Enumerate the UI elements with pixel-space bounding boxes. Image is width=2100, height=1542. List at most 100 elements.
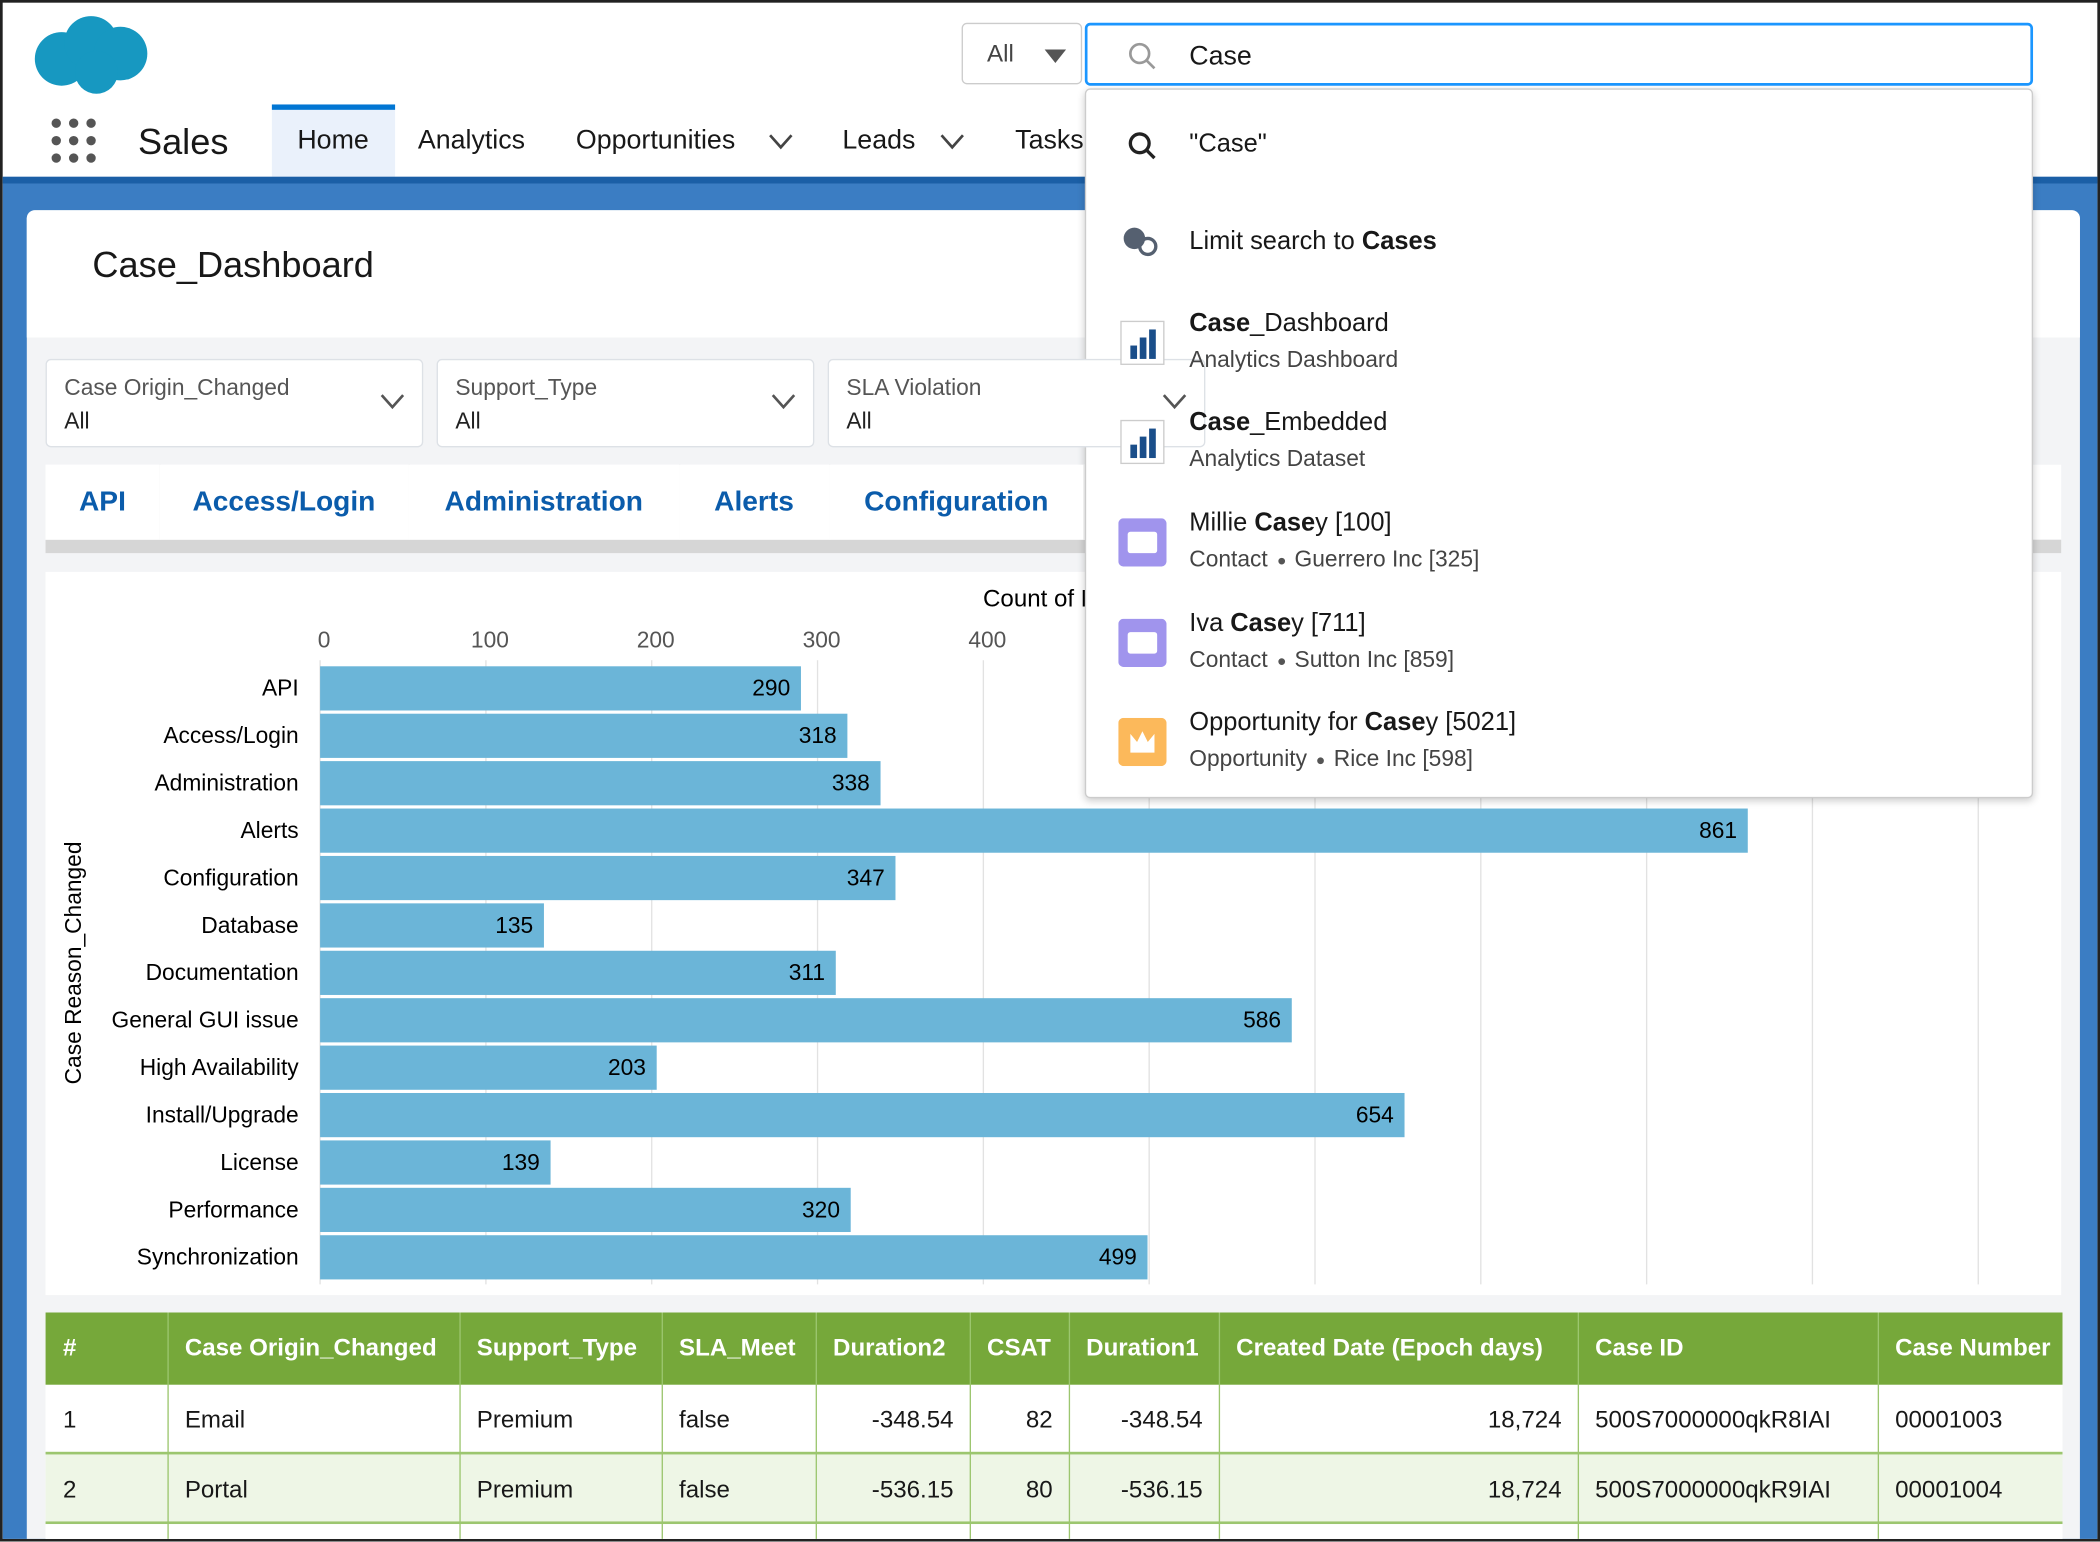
result-title[interactable]: Opportunity for Casey [5021] [1189,708,1516,737]
filter-value: All [455,408,481,434]
glyph [1127,531,1158,554]
result-title[interactable]: "Case" [1189,130,1266,159]
scope-select[interactable]: All [961,22,1083,85]
nav-item[interactable]: Analytics [417,125,526,156]
filter-label: Case Origin_Changed [64,375,290,401]
y-tick-label: Documentation [146,959,299,985]
result-icon [1128,132,1156,160]
value-label: 347 [847,864,885,890]
column-divider [661,1312,663,1539]
glyph [1138,236,1158,257]
column-divider [459,1312,461,1539]
filter[interactable]: Support_Type All [436,358,815,448]
dot [1317,756,1324,764]
table-cell: -536.15 [1120,1475,1203,1503]
result-title[interactable]: Iva Casey [711] [1189,609,1365,638]
title-part: y [711] [1291,609,1366,638]
result-subtitle: Contact Sutton Inc [859] [1189,647,1454,674]
chevron [1162,394,1187,410]
title-part: _Dashboard [1250,309,1389,338]
result-title[interactable]: Case_Dashboard [1189,309,1388,338]
subtitle-part: Guerrero Inc [325] [1294,546,1480,572]
nav-item[interactable]: Opportunities [575,125,736,156]
data-table: # Case Origin_Changed Support_Type SLA_Meet… [45,1312,2063,1539]
filter-chevron [1162,394,1187,410]
x-tick-label: 100 [471,627,509,653]
result-title[interactable]: Case_Embedded [1189,408,1387,437]
subtitle-part: Analytics Dataset [1189,445,1366,472]
active-tab-bg [271,104,396,177]
filter[interactable]: Case Origin_Changed All [45,358,424,448]
filter-label: SLA Violation [846,375,982,401]
result-subtitle: Analytics Dashboard [1189,347,1398,374]
column-divider [1218,1312,1221,1539]
table-cell: 18,724 [1487,1406,1562,1434]
value-label: 320 [802,1196,840,1222]
x-tick-label: 400 [968,627,1006,653]
bar [320,1092,1405,1138]
y-tick-label: High Availability [140,1054,300,1080]
value-label: 499 [1099,1244,1137,1270]
y-tick-label: API [262,675,299,701]
column-header: CSAT [987,1333,1051,1361]
title-part: "Case" [1189,129,1267,159]
y-axis-label: Case Reason_Changed [60,842,86,1085]
column-divider [167,1312,169,1539]
title-part: Case [1189,309,1251,338]
tab[interactable]: Access/Login [159,464,410,540]
result-title[interactable]: Limit search to Cases [1189,228,1437,257]
search-input[interactable]: Case [1084,22,2034,86]
filter-label: Support_Type [455,375,598,401]
table-cell: 500S7000000qkR9IAI [1595,1475,1832,1503]
value-label: 139 [502,1149,540,1175]
logo[interactable] [32,13,153,96]
glyph [1123,227,1146,250]
result-subtitle: Contact Guerrero Inc [325] [1189,546,1479,573]
title-part: Case [1361,227,1423,256]
title-part: Case [1189,408,1251,437]
table-cell: 500S7000000qkR8IAI [1595,1406,1832,1434]
chevron [769,134,793,150]
glyph [1130,345,1138,359]
value-label: 338 [832,770,870,796]
column-header: Created Date (Epoch days) [1236,1333,1543,1361]
value-label: 861 [1699,817,1737,843]
table-row-bg [45,1524,2063,1539]
column-header: # [62,1333,77,1361]
x-tick-label: 200 [637,627,675,653]
column-header: Support_Type [476,1333,638,1361]
app-launcher[interactable] [51,118,97,164]
glyph [1149,428,1156,459]
table-cell: Portal [184,1475,248,1503]
table-cell: false [679,1475,730,1503]
result-subtitle: Opportunity Rice Inc [598] [1189,746,1473,773]
nav-item[interactable]: Home [297,125,369,156]
tab[interactable]: Configuration [829,464,1085,540]
subtitle-part: Contact [1189,646,1268,673]
subtitle-part: Opportunity [1189,745,1308,772]
table-cell: false [679,1406,730,1434]
bar [320,903,544,948]
tab[interactable]: Alerts [679,464,831,540]
result-title[interactable]: Millie Casey [100] [1189,509,1391,538]
chevron [380,394,405,410]
table-header-bg [45,1312,2063,1385]
table-cell: Email [184,1406,246,1434]
value-label: 654 [1356,1101,1394,1127]
column-header: Duration2 [833,1333,946,1361]
table-cell: 2 [62,1475,77,1503]
filter-chevron [380,394,405,410]
result-icon [1120,320,1165,365]
nav-item[interactable]: Tasks [1015,125,1084,156]
search-query: Case [1189,41,1252,71]
table-cell: 00001004 [1895,1475,2003,1503]
tab[interactable]: Administration [408,464,681,540]
table-cell: Premium [476,1475,574,1503]
bar [320,855,896,901]
separator-dot [1317,756,1324,764]
nav-item[interactable]: Leads [842,125,916,156]
tab[interactable]: API [45,464,161,540]
result-icon [1118,618,1167,667]
bar [320,713,848,758]
chevron [940,134,964,150]
